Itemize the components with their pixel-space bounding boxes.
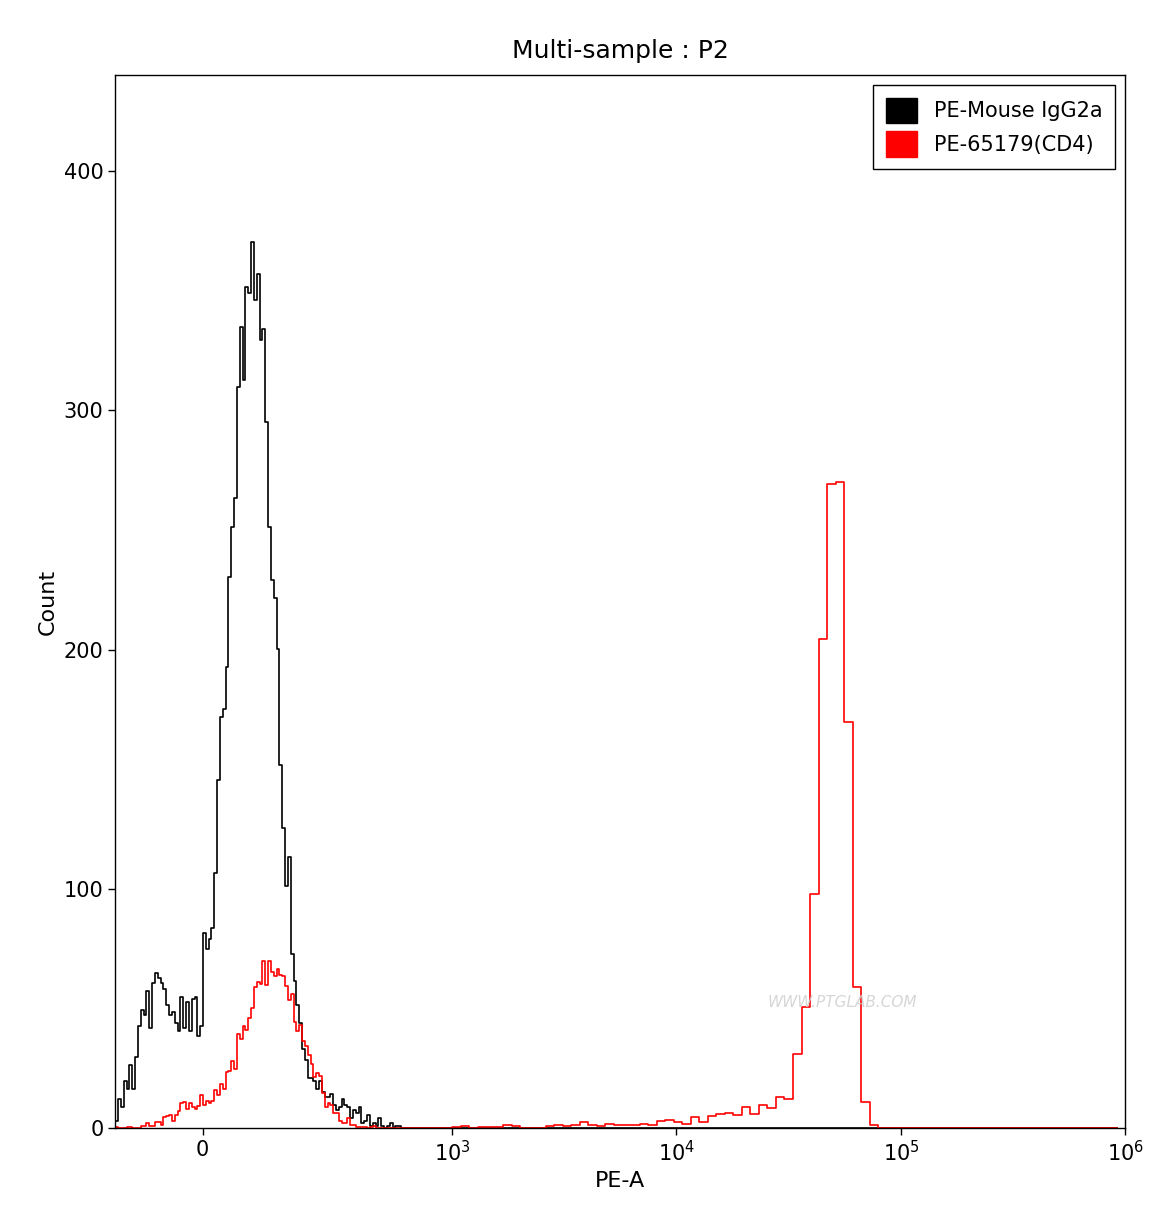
X-axis label: PE-A: PE-A [596, 1171, 646, 1192]
Title: Multi-sample : P2: Multi-sample : P2 [512, 39, 729, 63]
PE-65179(CD4) [914, 1122, 928, 1136]
PE-65179(CD4) [151, 1114, 165, 1129]
PE-Mouse IgG2a [701, 1122, 715, 1136]
PE-65179(CD4) [108, 1120, 122, 1135]
PE-65179(CD4) [829, 475, 843, 490]
PE-Mouse IgG2a [1110, 1122, 1124, 1136]
PE-65179(CD4) [692, 1114, 706, 1129]
PE-Mouse IgG2a [182, 1024, 196, 1038]
Line: PE-Mouse IgG2a: PE-Mouse IgG2a [115, 242, 1117, 1129]
PE-Mouse IgG2a [377, 1122, 391, 1136]
Legend: PE-Mouse IgG2a, PE-65179(CD4): PE-Mouse IgG2a, PE-65179(CD4) [874, 86, 1115, 169]
PE-Mouse IgG2a [1007, 1122, 1021, 1136]
PE-Mouse IgG2a [245, 235, 258, 250]
PE-65179(CD4) [496, 1118, 510, 1132]
PE-65179(CD4) [1007, 1122, 1021, 1136]
PE-65179(CD4) [1110, 1122, 1124, 1136]
Line: PE-65179(CD4): PE-65179(CD4) [115, 482, 1117, 1129]
PE-65179(CD4) [184, 1100, 198, 1114]
PE-Mouse IgG2a [108, 1113, 122, 1128]
PE-65179(CD4) [111, 1122, 125, 1136]
Y-axis label: Count: Count [38, 568, 58, 634]
PE-Mouse IgG2a [914, 1122, 928, 1136]
PE-Mouse IgG2a [504, 1122, 518, 1136]
PE-Mouse IgG2a [148, 966, 162, 980]
Text: WWW.PTGLAB.COM: WWW.PTGLAB.COM [768, 995, 917, 1009]
